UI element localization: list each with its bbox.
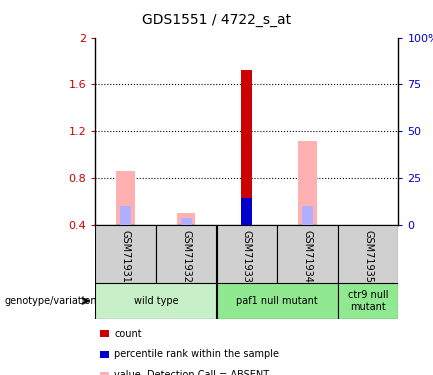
Text: GDS1551 / 4722_s_at: GDS1551 / 4722_s_at (142, 13, 291, 27)
Bar (241, 198, 252, 225)
Bar (216, 283, 338, 319)
Text: GSM71933: GSM71933 (242, 230, 252, 282)
Bar (181, 218, 192, 225)
Text: GSM71932: GSM71932 (181, 230, 191, 283)
Text: ctr9 null
mutant: ctr9 null mutant (348, 290, 388, 312)
Bar (302, 206, 313, 225)
Text: percentile rank within the sample: percentile rank within the sample (114, 350, 279, 359)
Text: genotype/variation: genotype/variation (4, 296, 97, 306)
Bar (216, 225, 277, 283)
Bar (156, 225, 216, 283)
Bar (338, 283, 398, 319)
Text: GSM71934: GSM71934 (302, 230, 313, 282)
Text: wild type: wild type (133, 296, 178, 306)
Bar (338, 225, 398, 283)
Text: GSM71935: GSM71935 (363, 230, 373, 283)
Bar (241, 70, 252, 225)
Bar (95, 225, 156, 283)
Bar (277, 225, 338, 283)
Bar (116, 171, 135, 225)
Bar (298, 141, 317, 225)
Text: paf1 null mutant: paf1 null mutant (236, 296, 318, 306)
Bar (120, 206, 131, 225)
Text: count: count (114, 329, 142, 339)
Text: GSM71931: GSM71931 (120, 230, 131, 282)
Text: value, Detection Call = ABSENT: value, Detection Call = ABSENT (114, 370, 269, 375)
Bar (95, 283, 216, 319)
Bar (177, 213, 195, 225)
